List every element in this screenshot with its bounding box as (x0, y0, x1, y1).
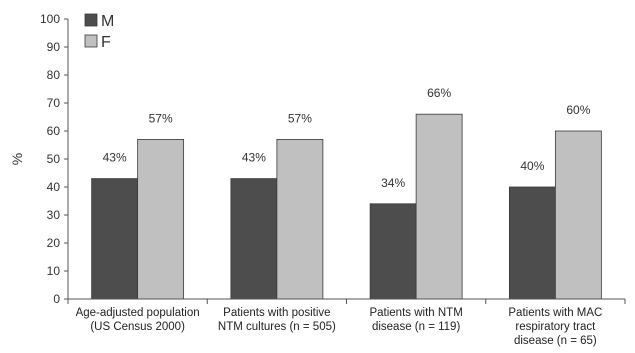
bar-m-2 (230, 178, 278, 300)
y-tick-label: 60 (47, 124, 61, 138)
category-label-line: (US Census 2000) (90, 321, 185, 333)
bar-f-3 (415, 113, 463, 300)
y-tick-label: 70 (47, 96, 61, 110)
data-label-f-2: 57% (288, 111, 312, 125)
legend-label-f: F (101, 34, 111, 51)
y-tick-label: 0 (53, 292, 60, 306)
data-label-f-4: 60% (566, 103, 590, 117)
legend-swatch-m (84, 13, 98, 27)
y-tick-label: 40 (47, 180, 61, 194)
data-label-f-3: 66% (427, 86, 451, 100)
category-label-line: NTM cultures (n = 505) (218, 321, 336, 333)
category-label-1: Age-adjusted population (US Census 2000) (76, 307, 200, 333)
y-tick-label: 20 (47, 236, 61, 250)
data-label-m-4: 40% (520, 159, 544, 173)
category-label-line: Patients with MAC (508, 307, 602, 319)
category-label-line: disease (n = 119) (372, 321, 460, 333)
category-label-line: Patients with NTM (369, 307, 462, 319)
category-label-3: Patients with NTM disease (n = 119) (369, 307, 462, 333)
category-label-line: respiratory tract (515, 321, 596, 333)
bars: 43% 57% 43% 57% 34% 66% 40% 60% (91, 86, 602, 300)
legend-swatch-f (84, 34, 98, 48)
bar-m-1 (91, 178, 139, 300)
data-label-m-3: 34% (381, 176, 405, 190)
y-tick-label: 10 (47, 264, 61, 278)
category-label-2: Patients with positive NTM cultures (n = … (218, 307, 336, 333)
data-label-m-2: 43% (242, 151, 266, 165)
y-tick-label: 90 (47, 40, 61, 54)
category-label-line: Patients with positive (223, 307, 330, 319)
y-tick-label: 30 (47, 208, 61, 222)
data-label-m-1: 43% (103, 151, 127, 165)
legend-label-m: M (101, 13, 114, 30)
y-tick-label: 80 (47, 68, 61, 82)
legend: MF (84, 13, 114, 51)
data-label-f-1: 57% (149, 111, 173, 125)
category-label-line: disease (n = 65) (514, 335, 597, 347)
x-axis: Age-adjusted population (US Census 2000) P… (67, 298, 626, 347)
bar-m-3 (369, 203, 417, 300)
bar-f-2 (276, 138, 324, 300)
y-tick-label: 50 (47, 152, 61, 166)
bar-m-4 (508, 186, 556, 300)
category-label-line: Age-adjusted population (76, 307, 200, 319)
bar-f-1 (137, 138, 185, 300)
y-tick-label: 100 (40, 12, 60, 26)
y-axis-title: % (9, 153, 25, 165)
y-axis: 0 10 20 30 40 50 60 70 80 90 100% (9, 12, 69, 306)
category-label-4: Patients with MAC respiratory tract diseas… (508, 307, 602, 347)
bar-f-4 (554, 130, 602, 300)
